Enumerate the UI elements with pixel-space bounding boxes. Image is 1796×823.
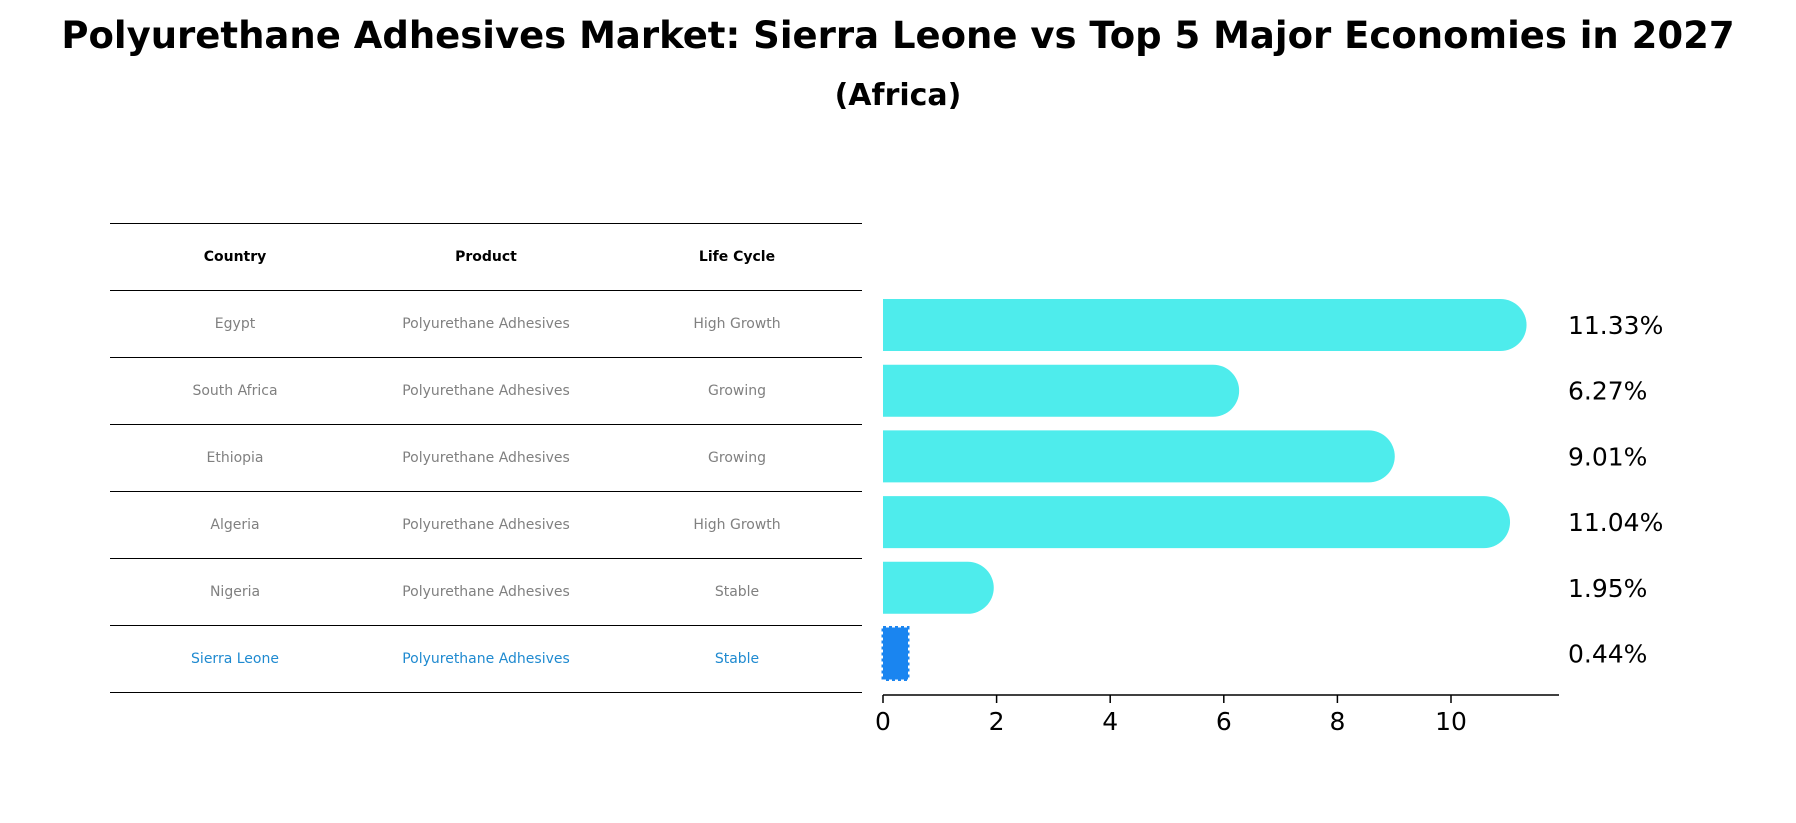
table-row: Algeria Polyurethane Adhesives High Grow… [110, 492, 862, 559]
life-cycle-cell: Growing [708, 383, 766, 399]
x-tick-label: 8 [1329, 707, 1345, 736]
x-tick-label: 6 [1216, 707, 1232, 736]
bar-value-label: 1.95% [1568, 574, 1647, 603]
bar-value-label: 6.27% [1568, 377, 1647, 406]
life-cycle-cell: Growing [708, 450, 766, 466]
bar-highlighted [881, 626, 910, 681]
country-cell: South Africa [192, 383, 278, 399]
product-cell: Polyurethane Adhesives [402, 450, 570, 466]
bar [883, 496, 1511, 549]
country-cell: Algeria [210, 517, 260, 533]
country-cell: Nigeria [209, 584, 261, 600]
country-cell: Egypt [214, 316, 256, 332]
header-life-cycle: Life Cycle [698, 249, 776, 265]
bar [883, 364, 1240, 417]
x-tick-label: 2 [989, 707, 1005, 736]
header-product: Product [455, 249, 517, 265]
life-cycle-cell: Stable [714, 584, 760, 600]
bar-value-label: 11.04% [1568, 508, 1663, 537]
table-row: Nigeria Polyurethane Adhesives Stable [110, 559, 862, 626]
product-cell: Polyurethane Adhesives [402, 316, 570, 332]
product-cell: Polyurethane Adhesives [402, 584, 570, 600]
bar [883, 430, 1395, 483]
table-row-highlighted: Sierra Leone Polyurethane Adhesives Stab… [110, 626, 862, 693]
country-cell: Ethiopia [206, 450, 264, 466]
comparison-table: Country Product Life Cycle Egypt Polyure… [110, 223, 862, 693]
x-tick-label: 0 [875, 707, 891, 736]
bar-value-label: 9.01% [1568, 442, 1647, 471]
chart-title: Polyurethane Adhesives Market: Sierra Le… [61, 14, 1735, 57]
bar-value-label: 0.44% [1568, 640, 1647, 669]
product-cell: Polyurethane Adhesives [402, 651, 570, 667]
country-cell: Sierra Leone [191, 651, 279, 667]
product-cell: Polyurethane Adhesives [402, 517, 570, 533]
bar-value-label: 11.33% [1568, 311, 1663, 340]
table-header-row: Country Product Life Cycle [110, 223, 862, 291]
x-tick-label: 10 [1435, 707, 1467, 736]
header-country: Country [203, 249, 267, 265]
life-cycle-cell: High Growth [693, 316, 781, 332]
chart-subtitle: (Africa) [834, 78, 962, 113]
table-row: Ethiopia Polyurethane Adhesives Growing [110, 425, 862, 492]
bar [883, 561, 994, 614]
life-cycle-cell: High Growth [693, 517, 781, 533]
product-cell: Polyurethane Adhesives [402, 383, 570, 399]
table-row: South Africa Polyurethane Adhesives Grow… [110, 358, 862, 425]
life-cycle-cell: Stable [714, 651, 760, 667]
bar [883, 299, 1527, 351]
table-row: Egypt Polyurethane Adhesives High Growth [110, 291, 862, 358]
x-tick-label: 4 [1102, 707, 1118, 736]
